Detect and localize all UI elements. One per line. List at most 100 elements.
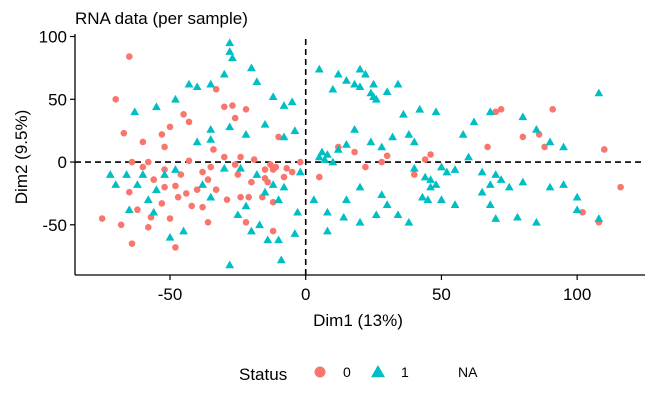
data-point-status-1 [274, 235, 283, 244]
data-point-status-0 [315, 173, 323, 181]
legend-key-circle [314, 366, 326, 378]
data-point-status-1 [152, 185, 161, 193]
data-point-status-1 [382, 200, 392, 209]
data-point-status-1 [219, 163, 229, 172]
data-point-status-0 [484, 143, 491, 151]
data-point-status-1 [206, 79, 216, 88]
data-point-status-0 [362, 163, 369, 171]
data-point-status-1 [464, 152, 473, 161]
data-point-status-1 [247, 63, 256, 72]
data-point-status-0 [410, 171, 418, 178]
data-point-status-0 [519, 133, 527, 141]
data-point-status-1 [320, 155, 330, 163]
data-point-status-0 [231, 114, 239, 122]
data-point-status-0 [258, 193, 266, 201]
data-point-status-1 [279, 182, 289, 191]
data-point-status-0 [212, 186, 220, 193]
data-point-status-1 [268, 92, 278, 101]
data-point-status-0 [237, 193, 244, 201]
data-point-status-0 [541, 143, 548, 151]
data-point-status-1 [485, 200, 495, 209]
data-point-status-0 [248, 178, 255, 186]
data-point-status-0 [134, 206, 141, 214]
data-point-status-0 [139, 138, 147, 146]
data-point-status-1 [420, 172, 430, 181]
data-point-status-1 [469, 117, 479, 126]
y-tick-label: 0 [58, 153, 67, 172]
legend-label: 0 [343, 364, 351, 380]
data-point-status-0 [158, 131, 166, 138]
data-point-status-1 [377, 190, 387, 198]
data-point-status-0 [245, 193, 253, 201]
data-point-status-1 [184, 79, 194, 88]
data-point-status-0 [229, 102, 236, 109]
data-point-status-1 [252, 170, 262, 178]
data-point-status-1 [409, 137, 419, 146]
data-point-status-0 [549, 106, 557, 113]
data-point-status-0 [237, 153, 244, 161]
data-point-status-0 [234, 171, 242, 178]
data-point-status-0 [212, 85, 220, 93]
data-point-status-1 [426, 182, 435, 191]
data-point-status-1 [290, 126, 300, 134]
data-point-status-0 [199, 203, 206, 211]
legend-label: 1 [401, 364, 409, 380]
data-point-status-1 [241, 201, 251, 210]
data-point-status-0 [185, 157, 193, 165]
data-point-status-1 [252, 77, 262, 85]
data-point-status-1 [388, 132, 397, 141]
x-tick-label: -50 [158, 285, 183, 304]
data-point-status-1 [171, 165, 180, 173]
data-point-status-1 [192, 82, 202, 91]
data-point-status-0 [269, 198, 277, 206]
data-point-status-1 [350, 79, 359, 88]
data-point-status-1 [124, 205, 134, 214]
data-point-status-0 [242, 106, 250, 113]
data-point-status-1 [228, 53, 237, 62]
data-point-status-1 [377, 142, 387, 151]
data-point-status-1 [559, 180, 568, 188]
data-point-status-1 [255, 220, 264, 229]
data-point-status-1 [409, 163, 419, 172]
data-point-status-0 [161, 183, 168, 191]
data-point-status-0 [182, 190, 190, 197]
data-point-status-0 [535, 131, 543, 138]
reference-lines [75, 39, 645, 275]
data-point-status-1 [274, 195, 283, 203]
data-point-status-0 [267, 161, 274, 168]
data-point-status-1 [431, 180, 441, 188]
data-point-status-0 [280, 173, 288, 181]
data-point-status-1 [485, 107, 495, 116]
data-point-status-0 [296, 158, 304, 166]
data-point-status-0 [283, 165, 291, 172]
data-point-status-1 [594, 88, 604, 97]
data-point-status-1 [260, 119, 270, 128]
data-point-status-0 [223, 196, 231, 203]
data-point-status-1 [393, 79, 403, 88]
data-point-status-0 [125, 188, 133, 196]
data-point-status-1 [138, 170, 148, 178]
data-point-status-0 [161, 166, 168, 173]
y-axis-label: Dim2 (9.5%) [12, 110, 31, 204]
data-point-status-1 [160, 170, 169, 178]
data-point-status-0 [172, 244, 179, 251]
data-point-status-0 [199, 168, 206, 176]
data-point-status-1 [496, 175, 506, 183]
data-point-status-1 [105, 170, 115, 178]
data-point-status-1 [423, 195, 433, 203]
data-point-status-0 [617, 183, 624, 191]
data-point-status-1 [279, 101, 289, 109]
data-point-status-1 [369, 92, 378, 101]
data-point-status-0 [269, 166, 277, 173]
x-tick-label: 100 [563, 285, 591, 304]
data-point-status-1 [426, 175, 435, 183]
data-point-status-1 [559, 142, 568, 151]
data-point-status-0 [207, 163, 215, 171]
data-points [98, 38, 624, 269]
data-point-status-1 [295, 167, 305, 176]
data-point-status-1 [130, 107, 140, 116]
data-point-status-1 [366, 137, 376, 146]
data-point-status-1 [111, 180, 121, 188]
data-point-status-1 [323, 207, 332, 216]
data-point-status-1 [477, 187, 487, 196]
